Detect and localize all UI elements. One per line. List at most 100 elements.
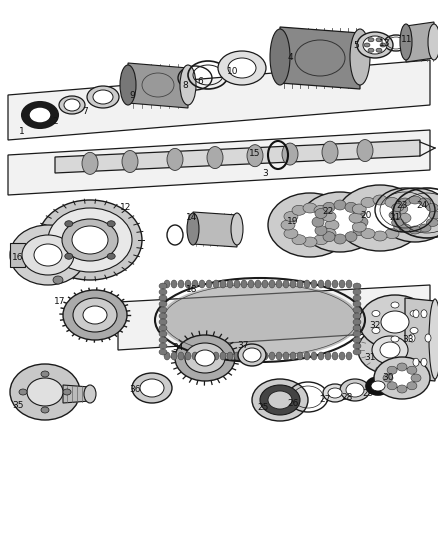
Ellipse shape: [345, 232, 357, 242]
Ellipse shape: [159, 307, 167, 313]
Ellipse shape: [396, 201, 434, 229]
Ellipse shape: [303, 237, 317, 247]
Ellipse shape: [334, 234, 346, 244]
Ellipse shape: [72, 226, 108, 254]
Ellipse shape: [218, 51, 266, 85]
Ellipse shape: [359, 295, 431, 349]
Ellipse shape: [171, 280, 177, 288]
Text: 17: 17: [54, 297, 66, 306]
Ellipse shape: [292, 205, 306, 215]
Text: 7: 7: [82, 108, 88, 117]
Ellipse shape: [304, 280, 310, 288]
Ellipse shape: [421, 358, 427, 366]
Ellipse shape: [63, 290, 127, 340]
Ellipse shape: [262, 280, 268, 288]
Ellipse shape: [428, 24, 438, 60]
Ellipse shape: [356, 217, 368, 227]
Text: 3: 3: [262, 168, 268, 177]
Ellipse shape: [297, 352, 303, 360]
Ellipse shape: [199, 280, 205, 288]
Ellipse shape: [38, 200, 142, 280]
Ellipse shape: [373, 231, 387, 241]
Text: 34: 34: [172, 343, 184, 352]
Ellipse shape: [93, 90, 113, 104]
Text: 26: 26: [287, 400, 299, 408]
Ellipse shape: [410, 311, 418, 317]
Ellipse shape: [238, 344, 266, 366]
Ellipse shape: [336, 185, 424, 251]
Ellipse shape: [352, 204, 366, 214]
Text: 13: 13: [379, 38, 391, 47]
Text: 32: 32: [369, 320, 381, 329]
Ellipse shape: [389, 368, 415, 388]
Ellipse shape: [234, 352, 240, 360]
Ellipse shape: [421, 310, 427, 318]
Ellipse shape: [353, 313, 361, 319]
Ellipse shape: [373, 195, 387, 205]
Ellipse shape: [392, 204, 404, 212]
Ellipse shape: [29, 107, 51, 123]
Ellipse shape: [339, 352, 345, 360]
Ellipse shape: [394, 204, 408, 214]
Ellipse shape: [107, 221, 115, 227]
Ellipse shape: [82, 152, 98, 174]
Ellipse shape: [429, 211, 438, 219]
Ellipse shape: [195, 350, 215, 366]
Ellipse shape: [10, 225, 86, 285]
Ellipse shape: [178, 352, 184, 360]
Ellipse shape: [132, 373, 172, 403]
Text: 37: 37: [237, 341, 249, 350]
Ellipse shape: [290, 352, 296, 360]
Ellipse shape: [290, 280, 296, 288]
Ellipse shape: [328, 388, 342, 398]
Ellipse shape: [322, 141, 338, 163]
Ellipse shape: [213, 352, 219, 360]
Ellipse shape: [268, 193, 352, 257]
Ellipse shape: [356, 200, 404, 236]
Ellipse shape: [371, 381, 385, 391]
Ellipse shape: [269, 352, 275, 360]
Ellipse shape: [410, 327, 418, 334]
Polygon shape: [128, 63, 188, 108]
Ellipse shape: [140, 379, 164, 397]
Ellipse shape: [381, 311, 409, 333]
Ellipse shape: [159, 295, 167, 301]
Ellipse shape: [252, 379, 308, 421]
Ellipse shape: [320, 207, 360, 237]
Text: 6: 6: [197, 77, 203, 86]
Text: 24: 24: [417, 200, 427, 209]
Polygon shape: [406, 22, 434, 62]
Ellipse shape: [227, 352, 233, 360]
Ellipse shape: [325, 280, 331, 288]
Ellipse shape: [159, 319, 167, 325]
Text: 12: 12: [120, 203, 132, 212]
Ellipse shape: [234, 280, 240, 288]
Polygon shape: [405, 298, 435, 381]
Ellipse shape: [220, 352, 226, 360]
Ellipse shape: [255, 280, 261, 288]
Text: 28: 28: [341, 392, 353, 401]
Polygon shape: [63, 385, 90, 403]
Text: 21: 21: [389, 214, 401, 222]
Text: 15: 15: [249, 149, 261, 157]
Ellipse shape: [372, 327, 380, 334]
Ellipse shape: [159, 349, 167, 355]
Ellipse shape: [281, 220, 295, 230]
Polygon shape: [55, 140, 420, 173]
Ellipse shape: [407, 382, 417, 390]
Ellipse shape: [346, 352, 352, 360]
Ellipse shape: [391, 336, 399, 342]
Ellipse shape: [372, 336, 408, 364]
Ellipse shape: [282, 143, 298, 165]
Ellipse shape: [340, 379, 370, 401]
Polygon shape: [8, 130, 430, 195]
Ellipse shape: [231, 213, 243, 245]
Ellipse shape: [357, 140, 373, 161]
Ellipse shape: [392, 219, 404, 227]
Ellipse shape: [199, 352, 205, 360]
Ellipse shape: [206, 352, 212, 360]
Ellipse shape: [318, 280, 324, 288]
Ellipse shape: [243, 348, 261, 362]
Ellipse shape: [48, 208, 132, 272]
Ellipse shape: [62, 219, 118, 261]
